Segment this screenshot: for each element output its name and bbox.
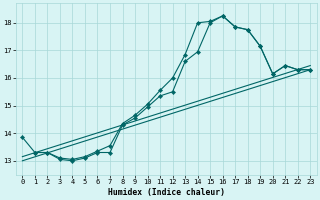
X-axis label: Humidex (Indice chaleur): Humidex (Indice chaleur) [108,188,225,197]
